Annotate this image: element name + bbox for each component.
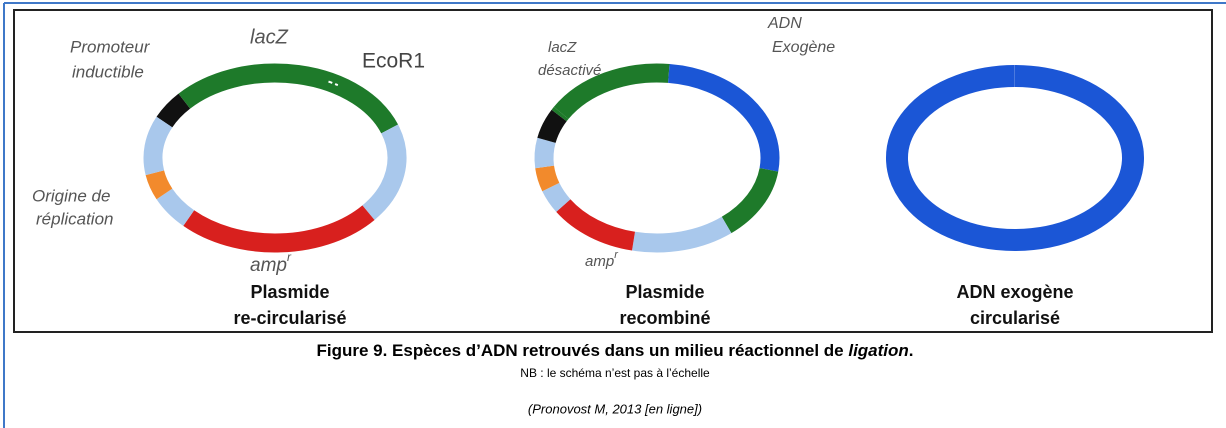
note: NB : le schéma n’est pas à l’échelle bbox=[520, 366, 710, 380]
figure: Promoteur inductible lacZ EcoR1 Origine … bbox=[0, 0, 1226, 428]
ring-segment bbox=[164, 194, 188, 218]
label: ADN bbox=[767, 15, 802, 32]
label: EcoR1 bbox=[362, 50, 425, 73]
label: lacZ bbox=[548, 39, 577, 56]
title: re-circularisé bbox=[233, 308, 346, 328]
ring-segment bbox=[546, 116, 559, 141]
ring-segment bbox=[561, 73, 669, 113]
citation: (Pronovost M, 2013 [en ligne]) bbox=[528, 401, 702, 416]
caption: Figure 9. Espèces d’ADN retrouvés dans u… bbox=[316, 341, 913, 360]
page: Promoteur inductible lacZ EcoR1 Origine … bbox=[0, 0, 1226, 428]
ring-segment bbox=[155, 173, 165, 194]
title: recombiné bbox=[619, 308, 710, 328]
ring-segment bbox=[328, 82, 332, 83]
ring-segment bbox=[669, 73, 770, 169]
superscript: r bbox=[614, 249, 619, 261]
ring-segment bbox=[559, 113, 561, 116]
label: désactivé bbox=[538, 62, 601, 79]
ring-segment bbox=[368, 129, 397, 213]
rings bbox=[153, 73, 1133, 243]
ring-segment bbox=[727, 170, 769, 225]
label: inductible bbox=[72, 62, 144, 81]
label: réplication bbox=[36, 209, 114, 228]
ring-segment bbox=[544, 140, 546, 167]
label: Origine de bbox=[32, 186, 110, 205]
ring-segment bbox=[551, 187, 564, 205]
label: amp bbox=[585, 253, 614, 270]
title: Plasmide bbox=[250, 282, 329, 302]
label: Promoteur bbox=[70, 37, 151, 56]
title: Plasmide bbox=[625, 282, 704, 302]
ring-segment bbox=[545, 167, 551, 187]
ring-segment bbox=[153, 122, 164, 173]
ring-segment bbox=[164, 101, 184, 122]
label: amp bbox=[250, 255, 287, 276]
label: ampr bbox=[585, 249, 619, 270]
ring-segment bbox=[634, 225, 727, 243]
label: lacZ bbox=[250, 26, 289, 48]
caption-text: Figure 9. Espèces d’ADN retrouvés dans u… bbox=[316, 341, 848, 360]
ring-segment bbox=[335, 84, 338, 85]
ring-segment bbox=[189, 213, 369, 243]
superscript: r bbox=[287, 250, 292, 264]
title: circularisé bbox=[970, 308, 1060, 328]
ring-segment bbox=[563, 206, 633, 242]
caption-text: ligation bbox=[848, 341, 908, 360]
caption-text: . bbox=[909, 341, 914, 360]
title: ADN exogène bbox=[956, 282, 1073, 302]
label: ampr bbox=[250, 250, 292, 276]
ring-segment bbox=[184, 73, 389, 129]
ring-segment bbox=[897, 76, 1133, 240]
label: Exogène bbox=[772, 39, 835, 56]
